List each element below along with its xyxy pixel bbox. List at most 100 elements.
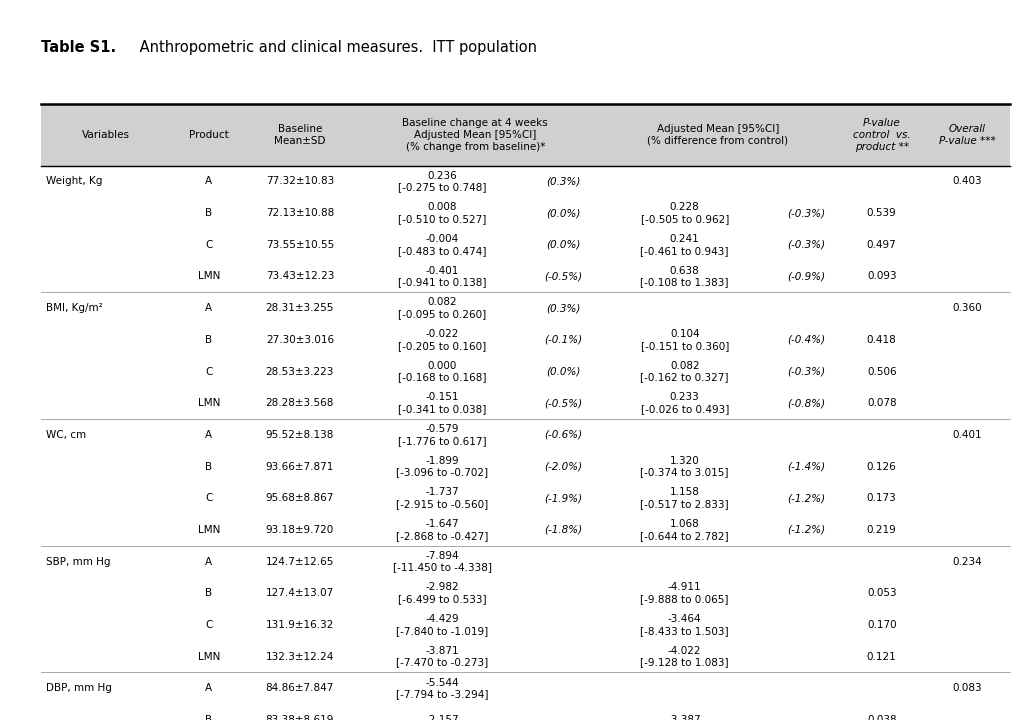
Text: A: A bbox=[205, 303, 212, 313]
Text: 0.219: 0.219 bbox=[866, 525, 896, 535]
Text: (-0.3%): (-0.3%) bbox=[786, 240, 824, 250]
Text: LMN: LMN bbox=[198, 652, 220, 662]
Text: 132.3±12.24: 132.3±12.24 bbox=[265, 652, 333, 662]
Text: B: B bbox=[205, 208, 212, 218]
Text: 27.30±3.016: 27.30±3.016 bbox=[266, 335, 333, 345]
Text: Overall
P-value ***: Overall P-value *** bbox=[937, 124, 995, 145]
Text: A: A bbox=[205, 683, 212, 693]
Text: -0.401
[-0.941 to 0.138]: -0.401 [-0.941 to 0.138] bbox=[397, 266, 486, 287]
Text: Baseline change at 4 weeks
Adjusted Mean [95%CI]
(% change from baseline)*: Baseline change at 4 weeks Adjusted Mean… bbox=[401, 118, 547, 152]
Text: 0.121: 0.121 bbox=[866, 652, 896, 662]
Text: BMI, Kg/m²: BMI, Kg/m² bbox=[46, 303, 103, 313]
Text: 0.078: 0.078 bbox=[866, 398, 896, 408]
Text: A: A bbox=[205, 176, 212, 186]
Text: (-0.5%): (-0.5%) bbox=[544, 398, 582, 408]
Text: (-2.0%): (-2.0%) bbox=[544, 462, 582, 472]
Text: 1.068
[-0.644 to 2.782]: 1.068 [-0.644 to 2.782] bbox=[640, 519, 729, 541]
Text: C: C bbox=[205, 620, 212, 630]
Text: 28.28±3.568: 28.28±3.568 bbox=[265, 398, 333, 408]
FancyBboxPatch shape bbox=[41, 104, 1009, 166]
Text: LMN: LMN bbox=[198, 398, 220, 408]
Text: (0.0%): (0.0%) bbox=[546, 366, 580, 377]
Text: (-0.5%): (-0.5%) bbox=[544, 271, 582, 282]
Text: -5.544
[-7.794 to -3.294]: -5.544 [-7.794 to -3.294] bbox=[395, 678, 488, 699]
Text: (-1.9%): (-1.9%) bbox=[544, 493, 582, 503]
Text: B: B bbox=[205, 462, 212, 472]
Text: (0.0%): (0.0%) bbox=[546, 208, 580, 218]
Text: 95.52±8.138: 95.52±8.138 bbox=[265, 430, 333, 440]
Text: Adjusted Mean [95%CI]
(% difference from control): Adjusted Mean [95%CI] (% difference from… bbox=[646, 124, 788, 145]
Text: 0.506: 0.506 bbox=[866, 366, 896, 377]
Text: -2.157: -2.157 bbox=[425, 715, 459, 720]
Text: -4.911
[-9.888 to 0.065]: -4.911 [-9.888 to 0.065] bbox=[640, 582, 729, 604]
Text: -7.894
[-11.450 to -4.338]: -7.894 [-11.450 to -4.338] bbox=[392, 551, 491, 572]
Text: B: B bbox=[205, 335, 212, 345]
Text: Product: Product bbox=[189, 130, 228, 140]
Text: 0.000
[-0.168 to 0.168]: 0.000 [-0.168 to 0.168] bbox=[397, 361, 486, 382]
Text: A: A bbox=[205, 557, 212, 567]
Text: -1.737
[-2.915 to -0.560]: -1.737 [-2.915 to -0.560] bbox=[395, 487, 488, 509]
Text: 0.173: 0.173 bbox=[866, 493, 896, 503]
Text: 83.38±8.619: 83.38±8.619 bbox=[265, 715, 333, 720]
Text: 0.638
[-0.108 to 1.383]: 0.638 [-0.108 to 1.383] bbox=[640, 266, 729, 287]
Text: (0.0%): (0.0%) bbox=[546, 240, 580, 250]
Text: Anthropometric and clinical measures.  ITT population: Anthropometric and clinical measures. IT… bbox=[135, 40, 536, 55]
Text: 131.9±16.32: 131.9±16.32 bbox=[265, 620, 333, 630]
Text: (-1.2%): (-1.2%) bbox=[786, 493, 824, 503]
Text: (-0.3%): (-0.3%) bbox=[786, 366, 824, 377]
Text: 0.360: 0.360 bbox=[952, 303, 981, 313]
Text: (-0.4%): (-0.4%) bbox=[786, 335, 824, 345]
Text: 0.083: 0.083 bbox=[952, 683, 981, 693]
Text: -0.579
[-1.776 to 0.617]: -0.579 [-1.776 to 0.617] bbox=[397, 424, 486, 446]
Text: (-1.4%): (-1.4%) bbox=[786, 462, 824, 472]
Text: -1.899
[-3.096 to -0.702]: -1.899 [-3.096 to -0.702] bbox=[395, 456, 488, 477]
Text: 0.053: 0.053 bbox=[866, 588, 896, 598]
Text: 1.320
[-0.374 to 3.015]: 1.320 [-0.374 to 3.015] bbox=[640, 456, 729, 477]
Text: (-0.6%): (-0.6%) bbox=[544, 430, 582, 440]
Text: 0.401: 0.401 bbox=[952, 430, 981, 440]
Text: Table S1.: Table S1. bbox=[41, 40, 116, 55]
Text: -0.151
[-0.341 to 0.038]: -0.151 [-0.341 to 0.038] bbox=[397, 392, 486, 414]
Text: DBP, mm Hg: DBP, mm Hg bbox=[46, 683, 112, 693]
Text: P-value
control  vs.
product **: P-value control vs. product ** bbox=[852, 118, 910, 152]
Text: (-1.8%): (-1.8%) bbox=[544, 525, 582, 535]
Text: WC, cm: WC, cm bbox=[46, 430, 86, 440]
Text: -2.982
[-6.499 to 0.533]: -2.982 [-6.499 to 0.533] bbox=[397, 582, 486, 604]
Text: (-0.1%): (-0.1%) bbox=[544, 335, 582, 345]
Text: 95.68±8.867: 95.68±8.867 bbox=[265, 493, 333, 503]
Text: (-0.9%): (-0.9%) bbox=[786, 271, 824, 282]
Text: -3.387: -3.387 bbox=[667, 715, 701, 720]
Text: 0.233
[-0.026 to 0.493]: 0.233 [-0.026 to 0.493] bbox=[640, 392, 729, 414]
Text: 0.126: 0.126 bbox=[866, 462, 896, 472]
Text: B: B bbox=[205, 715, 212, 720]
Text: 93.66±7.871: 93.66±7.871 bbox=[265, 462, 333, 472]
Text: -4.429
[-7.840 to -1.019]: -4.429 [-7.840 to -1.019] bbox=[395, 614, 488, 636]
Text: 28.31±3.255: 28.31±3.255 bbox=[265, 303, 333, 313]
Text: 0.082
[-0.162 to 0.327]: 0.082 [-0.162 to 0.327] bbox=[640, 361, 729, 382]
Text: Weight, Kg: Weight, Kg bbox=[46, 176, 102, 186]
Text: B: B bbox=[205, 588, 212, 598]
Text: (-1.2%): (-1.2%) bbox=[786, 525, 824, 535]
Text: 84.86±7.847: 84.86±7.847 bbox=[265, 683, 333, 693]
Text: -3.871
[-7.470 to -0.273]: -3.871 [-7.470 to -0.273] bbox=[395, 646, 488, 667]
Text: 0.418: 0.418 bbox=[866, 335, 896, 345]
Text: 73.43±12.23: 73.43±12.23 bbox=[265, 271, 333, 282]
Text: -1.647
[-2.868 to -0.427]: -1.647 [-2.868 to -0.427] bbox=[395, 519, 488, 541]
Text: -3.464
[-8.433 to 1.503]: -3.464 [-8.433 to 1.503] bbox=[640, 614, 729, 636]
Text: LMN: LMN bbox=[198, 271, 220, 282]
Text: 1.158
[-0.517 to 2.833]: 1.158 [-0.517 to 2.833] bbox=[640, 487, 729, 509]
Text: 73.55±10.55: 73.55±10.55 bbox=[266, 240, 333, 250]
Text: 0.241
[-0.461 to 0.943]: 0.241 [-0.461 to 0.943] bbox=[640, 234, 729, 256]
Text: (0.3%): (0.3%) bbox=[546, 176, 580, 186]
Text: 0.497: 0.497 bbox=[866, 240, 896, 250]
Text: Baseline
Mean±SD: Baseline Mean±SD bbox=[274, 124, 325, 145]
Text: (0.3%): (0.3%) bbox=[546, 303, 580, 313]
Text: 0.539: 0.539 bbox=[866, 208, 896, 218]
Text: -0.004
[-0.483 to 0.474]: -0.004 [-0.483 to 0.474] bbox=[397, 234, 486, 256]
Text: SBP, mm Hg: SBP, mm Hg bbox=[46, 557, 110, 567]
Text: 0.082
[-0.095 to 0.260]: 0.082 [-0.095 to 0.260] bbox=[397, 297, 486, 319]
Text: 0.170: 0.170 bbox=[866, 620, 896, 630]
Text: C: C bbox=[205, 493, 212, 503]
Text: (-0.8%): (-0.8%) bbox=[786, 398, 824, 408]
Text: 72.13±10.88: 72.13±10.88 bbox=[266, 208, 333, 218]
